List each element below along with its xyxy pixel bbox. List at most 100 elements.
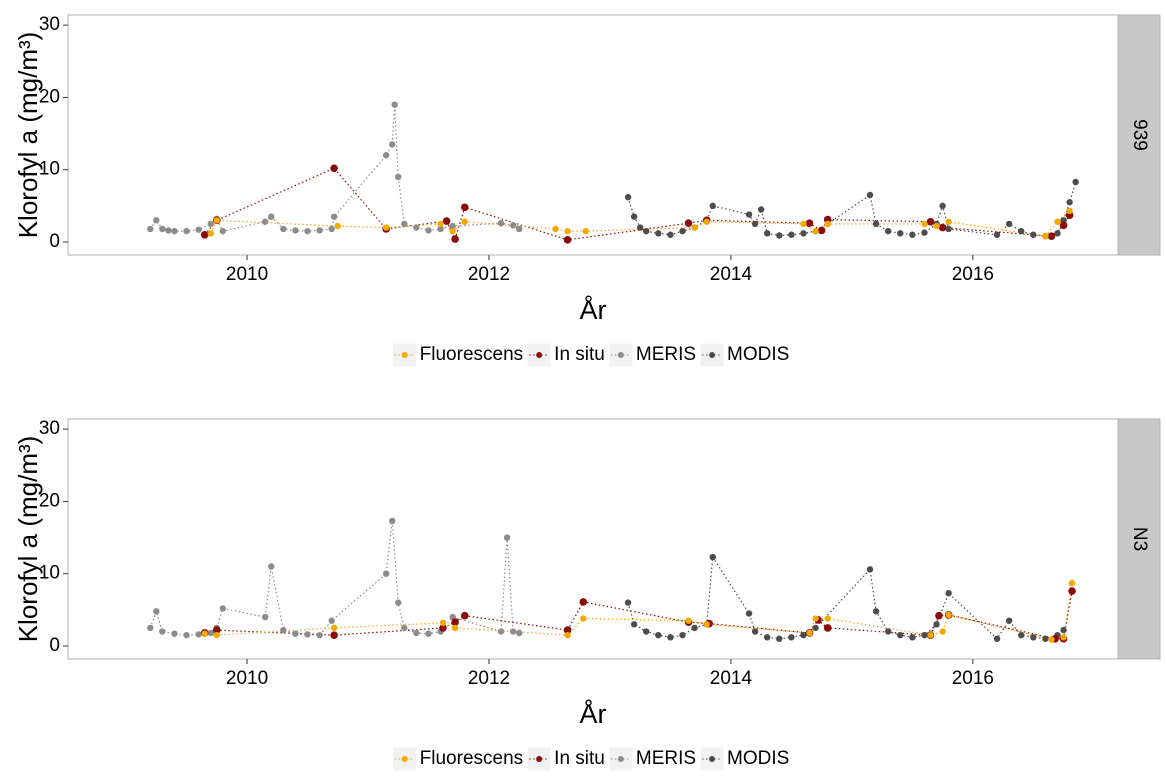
data-point — [207, 629, 214, 637]
data-point — [624, 193, 632, 201]
data-point — [1042, 635, 1049, 642]
data-point — [1018, 227, 1025, 235]
data-point — [709, 202, 716, 210]
data-point — [751, 220, 759, 228]
legend-key — [699, 342, 725, 368]
data-point — [872, 608, 880, 615]
facet-label: N3 — [1129, 527, 1150, 551]
data-point — [921, 631, 928, 639]
data-point — [757, 206, 765, 213]
x-tick-label: 2016 — [952, 668, 994, 689]
data-point — [330, 631, 338, 639]
data-point — [1054, 218, 1061, 225]
data-point — [643, 628, 650, 635]
legend-label: In situ — [554, 748, 605, 769]
data-point — [391, 101, 398, 108]
data-point — [316, 631, 323, 639]
y-axis-label: Klorofyl a (mg/m³) — [13, 436, 43, 643]
data-point — [330, 624, 338, 632]
data-point — [183, 631, 190, 639]
data-point — [824, 615, 831, 622]
data-point — [388, 517, 396, 525]
data-point — [1048, 636, 1055, 643]
data-point — [993, 635, 1001, 642]
data-point — [261, 613, 269, 621]
data-point — [945, 218, 952, 225]
data-point — [328, 225, 335, 233]
y-tick-label: 10 — [39, 159, 60, 180]
data-point — [516, 629, 523, 637]
data-point — [213, 217, 220, 224]
legend-label: Fluorescens — [420, 748, 524, 769]
data-point — [884, 628, 892, 635]
data-point — [207, 230, 214, 237]
y-tick-label: 0 — [49, 635, 60, 656]
legend-key — [608, 746, 634, 772]
legend-key-point — [709, 756, 716, 762]
y-tick-label: 20 — [39, 490, 60, 511]
data-point — [691, 224, 698, 231]
data-point — [449, 222, 456, 230]
data-point — [945, 590, 952, 597]
data-point — [945, 225, 952, 233]
data-point — [497, 628, 505, 635]
data-point — [316, 227, 323, 234]
x-tick-label: 2014 — [710, 668, 753, 689]
legend-label: MERIS — [636, 344, 696, 365]
data-point — [921, 220, 928, 228]
data-point — [866, 191, 874, 199]
plot-background — [67, 418, 1119, 660]
data-point — [509, 628, 517, 635]
data-point — [938, 223, 947, 232]
data-point — [1066, 199, 1073, 206]
legend-key-point — [401, 756, 408, 762]
data-point — [195, 226, 202, 233]
legend-key-point — [617, 756, 624, 762]
data-point — [788, 634, 795, 641]
data-point — [805, 219, 814, 227]
data-point — [776, 232, 783, 239]
series-line — [204, 167, 1071, 241]
data-point — [580, 615, 587, 622]
x-tick-label: 2010 — [226, 264, 268, 285]
data-point — [1054, 230, 1061, 237]
data-point — [935, 611, 943, 620]
data-point — [280, 626, 287, 634]
legend-key-point — [536, 756, 543, 762]
legend-label: In situ — [554, 344, 605, 365]
data-point — [1030, 231, 1037, 238]
data-point — [437, 225, 444, 233]
data-point — [933, 222, 940, 230]
data-point — [219, 605, 227, 612]
data-point — [1018, 631, 1025, 639]
facet-strip — [1117, 14, 1161, 256]
data-point — [1005, 220, 1013, 228]
data-point — [643, 227, 650, 235]
data-point — [201, 630, 208, 637]
data-point — [636, 224, 644, 231]
data-point — [945, 611, 952, 619]
data-point — [219, 227, 227, 235]
data-point — [159, 628, 166, 635]
series-line — [149, 520, 520, 636]
data-point — [413, 224, 420, 231]
data-point — [442, 217, 451, 225]
data-point — [280, 225, 287, 233]
facet-label: 939 — [1129, 119, 1150, 151]
data-point — [460, 203, 469, 212]
data-point — [823, 624, 832, 632]
data-point — [1005, 617, 1013, 624]
data-point — [207, 220, 214, 228]
data-point — [921, 229, 928, 236]
data-point — [292, 227, 299, 234]
data-point — [939, 628, 946, 635]
y-tick-label: 30 — [39, 14, 60, 35]
legend: Fluorescens In situ MERIS MODIS — [392, 342, 789, 368]
data-point — [439, 624, 447, 632]
data-point — [516, 225, 523, 233]
data-point — [939, 202, 946, 210]
data-point — [806, 629, 813, 637]
data-point — [624, 599, 632, 606]
data-point — [497, 219, 505, 227]
data-point — [685, 617, 692, 624]
